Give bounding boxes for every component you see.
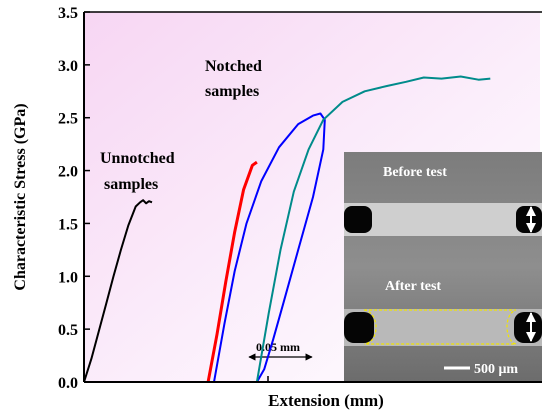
scale-bar-label: 0.05 mm [256,340,300,354]
y-tick-label: 3.5 [58,5,78,22]
inset-scale-label: 500 μm [474,362,518,377]
notch-left-after [344,312,374,343]
axes [83,11,542,383]
scale-bar: 0.05 mm [248,340,313,361]
y-axis-label: Characteristic Stress (GPa) [12,103,29,290]
sem-inset: Before test After test 500 μm [344,152,542,382]
notch-left-before [344,206,372,233]
y-ticks: 0.0 0.5 1.0 1.5 2.0 2.5 3.0 3.5 [58,5,90,392]
y-tick-label: 1.0 [58,269,78,286]
y-tick-label: 0.5 [58,322,78,339]
notch-right-after [514,312,542,343]
y-tick-label: 3.0 [58,58,78,75]
deformation-outline [363,309,517,345]
annotation-unnotched-line2: samples [104,176,158,193]
series-layer [83,75,491,383]
series-line-2 [206,160,258,383]
annotation-notched-line1: Notched [205,58,262,75]
inset-after-label: After test [385,279,441,294]
notch-right-before [516,206,542,233]
annotation-notched-line2: samples [205,83,259,100]
series-line-1 [83,199,153,383]
series-line-3 [213,112,326,383]
sem-strip-after [344,309,542,346]
sem-inset-image [344,152,542,382]
y-tick-label: 2.0 [58,164,78,181]
annotation-unnotched-line1: Unnotched [100,150,175,167]
y-tick-label: 2.5 [58,111,78,128]
series-line-4 [255,75,491,383]
y-tick-label: 1.5 [58,216,78,233]
x-axis-label: Extension (mm) [268,391,384,410]
inset-before-label: Before test [383,165,447,180]
y-tick-label: 0.0 [58,375,78,392]
sem-strip-before [344,203,542,236]
